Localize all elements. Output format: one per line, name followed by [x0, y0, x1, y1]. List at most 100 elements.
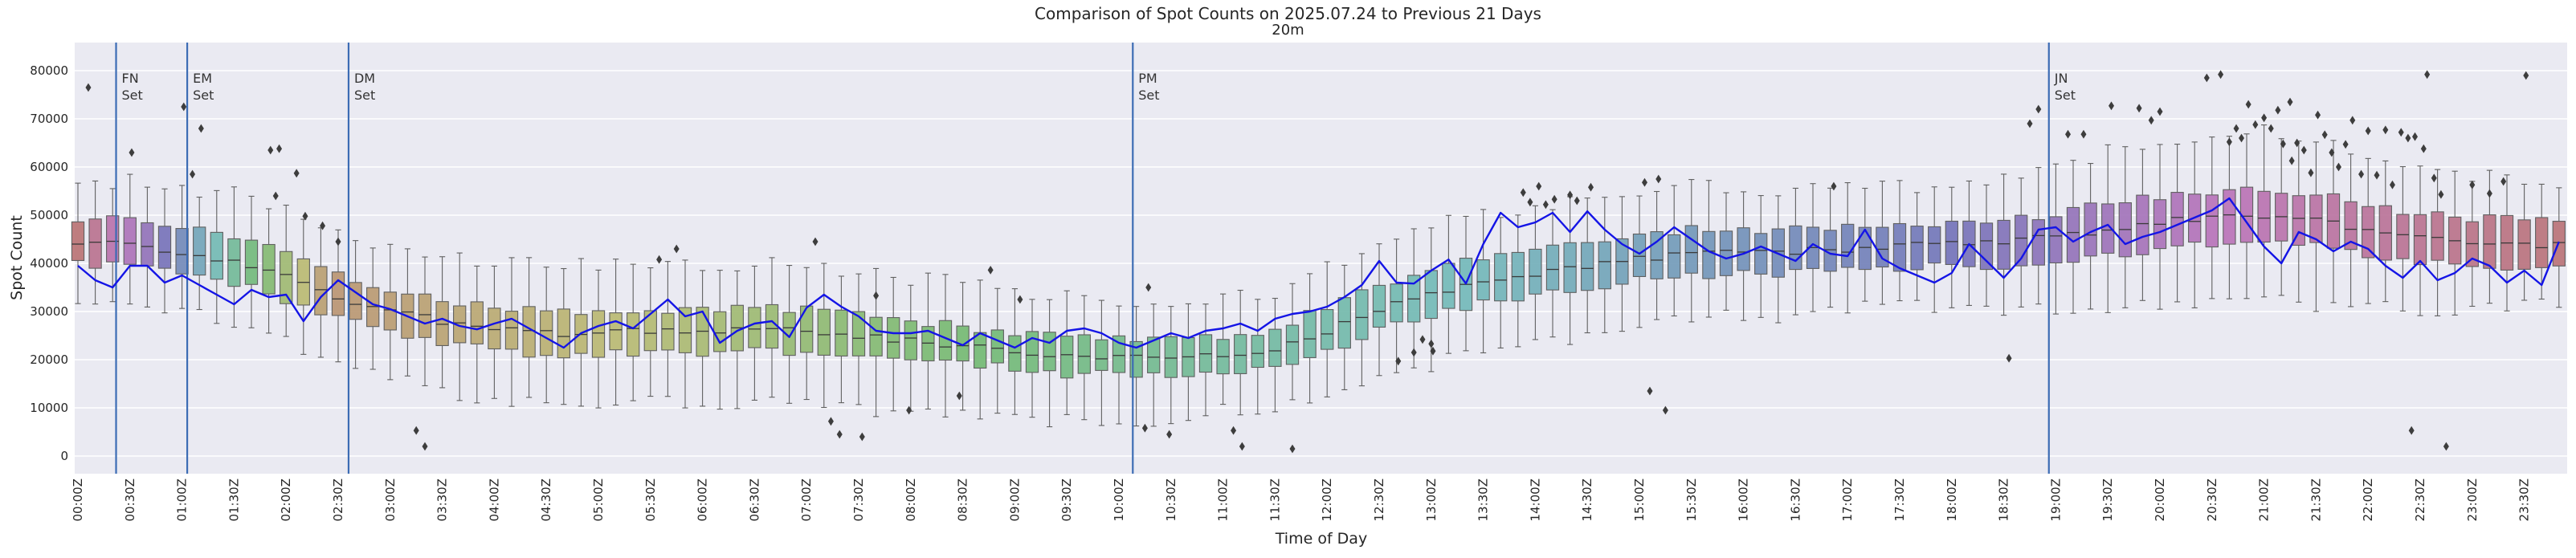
box-bin	[1563, 196, 1577, 345]
outlier-diamond	[190, 169, 196, 179]
y-tick-label: 30000	[30, 304, 68, 319]
outlier-diamond	[2308, 168, 2314, 177]
box-bin	[2500, 174, 2514, 312]
outlier-diamond	[2342, 140, 2349, 149]
outlier-diamond	[2315, 110, 2321, 120]
plot-background	[75, 43, 2567, 474]
x-tick-label: 07:30Z	[851, 479, 866, 522]
outlier-diamond	[181, 102, 187, 112]
x-tick-label: 01:30Z	[227, 479, 241, 522]
box-bin	[2396, 166, 2410, 312]
box-bin	[956, 282, 970, 411]
outlier-diamond	[2358, 169, 2365, 179]
box-bin	[1008, 288, 1022, 415]
y-tick-label: 60000	[30, 160, 68, 174]
x-tick-label: 04:00Z	[487, 479, 501, 522]
outlier-diamond	[2035, 104, 2042, 114]
outlier-diamond	[673, 244, 680, 254]
box-bin	[1615, 196, 1629, 332]
outlier-diamond	[2374, 170, 2380, 180]
outlier-diamond	[2148, 116, 2154, 125]
x-tick-label: 14:00Z	[1528, 479, 1542, 522]
box-bin	[1858, 187, 1872, 302]
box-bin	[1442, 214, 1455, 354]
box-bin	[1702, 180, 1716, 318]
box-bin	[210, 189, 223, 324]
outlier-diamond	[2389, 180, 2395, 189]
box-bin	[800, 267, 814, 401]
outlier-diamond	[1410, 348, 1417, 357]
box-bin	[296, 218, 310, 355]
box-bin	[1198, 303, 1213, 417]
x-tick-label: 08:00Z	[904, 479, 918, 522]
x-tick-label: 01:00Z	[175, 479, 190, 522]
box-bin	[2362, 157, 2375, 304]
outlier-diamond	[2469, 180, 2476, 189]
box-bin	[2378, 160, 2392, 303]
box-bin	[1025, 299, 1039, 418]
x-tick-label: 23:00Z	[2465, 479, 2480, 522]
outlier-diamond	[1527, 198, 1533, 207]
y-axis-label: Spot Count	[8, 215, 26, 300]
box-bin	[1737, 191, 1750, 321]
outlier-diamond	[2523, 71, 2529, 80]
box-bin	[1390, 238, 1403, 373]
outlier-diamond	[1395, 356, 1402, 366]
box-bin	[1424, 227, 1438, 373]
box-bin	[244, 195, 259, 328]
outlier-diamond	[1520, 188, 1526, 198]
box-bin	[1321, 261, 1334, 397]
box-bin	[2066, 160, 2080, 314]
box-bin	[1892, 180, 1907, 302]
x-tick-label: 14:30Z	[1580, 479, 1594, 522]
box-bin	[2448, 170, 2462, 316]
x-tick-label: 17:30Z	[1892, 479, 1907, 522]
box-bin	[851, 273, 866, 405]
box-bin	[123, 173, 137, 305]
x-tick-label: 20:30Z	[2205, 479, 2219, 522]
outlier-diamond	[1166, 430, 1173, 439]
x-tick-label: 22:00Z	[2361, 479, 2375, 522]
box-bin	[1928, 186, 1941, 313]
chart-subtitle: 20m	[1272, 22, 1304, 39]
box-bin	[1285, 283, 1300, 401]
y-tick-label: 80000	[30, 63, 68, 78]
outlier-diamond	[276, 144, 283, 153]
box-bin	[2031, 167, 2045, 305]
x-tick-label: 17:00Z	[1840, 479, 1855, 522]
box-bin	[435, 256, 449, 389]
box-bin	[1407, 228, 1421, 369]
outlier-diamond	[1141, 423, 1148, 433]
box-bin	[1719, 192, 1733, 311]
outlier-diamond	[1536, 181, 1542, 191]
outlier-diamond	[2349, 116, 2356, 125]
outlier-diamond	[2280, 139, 2286, 149]
box-bin	[280, 204, 293, 337]
box-bin	[678, 259, 692, 409]
x-tick-label: 16:30Z	[1788, 479, 1802, 522]
outlier-diamond	[2408, 426, 2415, 435]
outlier-diamond	[2252, 120, 2259, 129]
box-bin	[1598, 197, 1611, 333]
box-bin	[1876, 181, 1889, 305]
chart-title: Comparison of Spot Counts on 2025.07.24 …	[1035, 4, 1541, 23]
box-bin	[782, 265, 796, 404]
box-bin	[470, 265, 484, 404]
outlier-diamond	[1551, 194, 1557, 204]
box-bin	[1823, 187, 1837, 308]
x-tick-label: 09:00Z	[1007, 479, 1022, 522]
outlier-diamond	[2288, 156, 2295, 165]
outlier-diamond	[2065, 129, 2072, 139]
box-bin	[2517, 183, 2531, 301]
current-day-line	[77, 197, 2560, 349]
x-tick-label: 19:30Z	[2100, 479, 2115, 522]
box-bin	[2101, 144, 2115, 313]
box-bin	[1511, 214, 1525, 348]
box-bin	[835, 275, 848, 404]
box-bin	[2275, 138, 2288, 296]
y-tick-label: 40000	[30, 256, 68, 271]
outlier-diamond	[1239, 442, 1245, 451]
box-bin	[2344, 153, 2358, 308]
box-bin	[2431, 169, 2444, 316]
